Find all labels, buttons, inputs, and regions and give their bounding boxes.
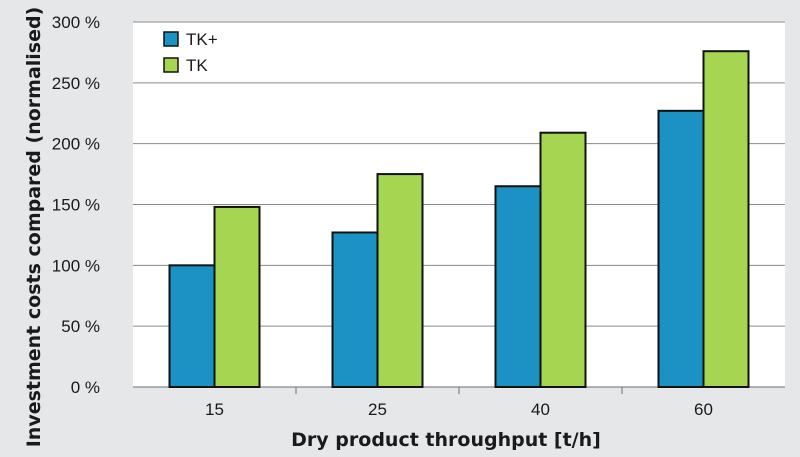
- x-tick-labels: 15 25 40 60: [205, 400, 713, 419]
- x-tick-label: 25: [368, 400, 387, 419]
- x-tick-label: 60: [694, 400, 713, 419]
- y-tick-label: 200 %: [52, 135, 100, 154]
- legend-swatch: [163, 57, 179, 73]
- legend-label: TK+: [186, 30, 218, 49]
- bar-tk-plus-25: [331, 231, 379, 388]
- bar-tk-25: [376, 173, 424, 388]
- bars: [168, 50, 750, 389]
- bar-tk-40: [539, 131, 587, 388]
- bar-tk-15: [213, 205, 261, 388]
- y-tick-label: 250 %: [52, 74, 100, 93]
- x-tick-label: 15: [205, 400, 224, 419]
- legend: TK+ TK: [163, 30, 218, 75]
- bar-tk-plus-40: [494, 185, 542, 388]
- bar-tk-plus-60: [657, 109, 705, 388]
- y-tick-label: 150 %: [52, 196, 100, 215]
- legend-label: TK: [186, 56, 208, 75]
- bar-tk-plus-15: [168, 264, 216, 389]
- legend-swatch: [163, 31, 179, 47]
- y-axis-title: Investment costs compared (normalised): [23, 7, 45, 448]
- y-tick-label: 0 %: [71, 378, 100, 397]
- y-tick-label: 300 %: [52, 13, 100, 32]
- x-tick-label: 40: [531, 400, 550, 419]
- y-tick-label: 50 %: [61, 317, 100, 336]
- y-tick-label: 100 %: [52, 256, 100, 275]
- x-axis-title: Dry product throughput [t/h]: [291, 429, 601, 451]
- y-tick-labels: 0 % 50 % 100 % 150 % 200 % 250 % 300 %: [52, 13, 100, 397]
- bar-tk-60: [702, 50, 750, 388]
